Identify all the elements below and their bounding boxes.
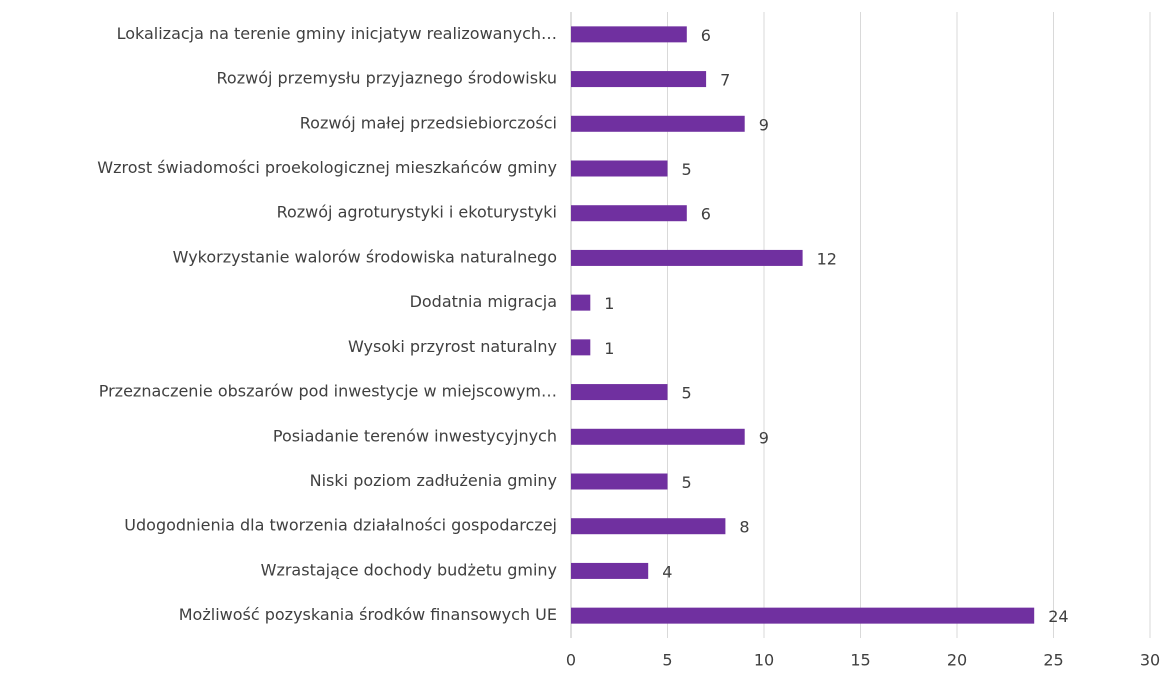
y-tick-label: Rozwój agroturystyki i ekoturystyki — [277, 203, 557, 222]
value-label: 7 — [720, 71, 730, 90]
y-tick-label: Niski poziom zadłużenia gminy — [310, 471, 557, 490]
value-label: 5 — [682, 160, 692, 179]
value-label: 9 — [759, 428, 769, 447]
bar — [571, 294, 591, 311]
x-tick-label: 20 — [947, 651, 967, 670]
value-label: 1 — [604, 339, 614, 358]
bar — [571, 473, 668, 490]
y-tick-label: Przeznaczenie obszarów pod inwestycje w … — [99, 382, 557, 401]
value-label: 12 — [817, 249, 837, 268]
y-tick-label: Posiadanie terenów inwestycyjnych — [273, 426, 557, 445]
value-label: 6 — [701, 205, 711, 224]
x-tick-label: 10 — [754, 651, 774, 670]
bar — [571, 205, 687, 222]
value-label: 1 — [604, 294, 614, 313]
y-tick-label: Możliwość pozyskania środków finansowych… — [179, 605, 557, 624]
value-label: 24 — [1048, 607, 1068, 626]
y-tick-label: Wzrost świadomości proekologicznej miesz… — [97, 158, 557, 177]
x-tick-label: 25 — [1043, 651, 1063, 670]
bar — [571, 26, 687, 43]
value-label: 6 — [701, 26, 711, 45]
x-tick-label: 30 — [1140, 651, 1160, 670]
bar — [571, 160, 668, 177]
bar — [571, 384, 668, 401]
y-tick-label: Wysoki przyrost naturalny — [348, 337, 557, 356]
y-tick-label: Wzrastające dochody budżetu gminy — [261, 560, 557, 579]
value-label: 5 — [682, 384, 692, 403]
value-label: 8 — [739, 518, 749, 537]
bar — [571, 518, 726, 535]
value-label: 4 — [662, 562, 672, 581]
x-tick-label: 15 — [850, 651, 870, 670]
y-tick-label: Rozwój przemysłu przyjaznego środowisku — [217, 69, 557, 88]
bar — [571, 71, 707, 88]
y-tick-label: Rozwój małej przedsiebiorczości — [300, 113, 557, 132]
value-label: 9 — [759, 115, 769, 134]
bar — [571, 428, 745, 445]
value-label: 5 — [682, 473, 692, 492]
x-tick-label: 5 — [662, 651, 672, 670]
bar — [571, 562, 649, 579]
bar — [571, 249, 803, 266]
x-tick-label: 0 — [566, 651, 576, 670]
bar — [571, 339, 591, 356]
bar — [571, 607, 1035, 624]
y-tick-label: Dodatnia migracja — [410, 292, 557, 311]
bar — [571, 115, 745, 132]
y-tick-label: Wykorzystanie walorów środowiska natural… — [173, 247, 557, 266]
y-tick-label: Lokalizacja na terenie gminy inicjatyw r… — [117, 24, 557, 43]
y-tick-label: Udogodnienia dla tworzenia działalności … — [124, 516, 557, 535]
